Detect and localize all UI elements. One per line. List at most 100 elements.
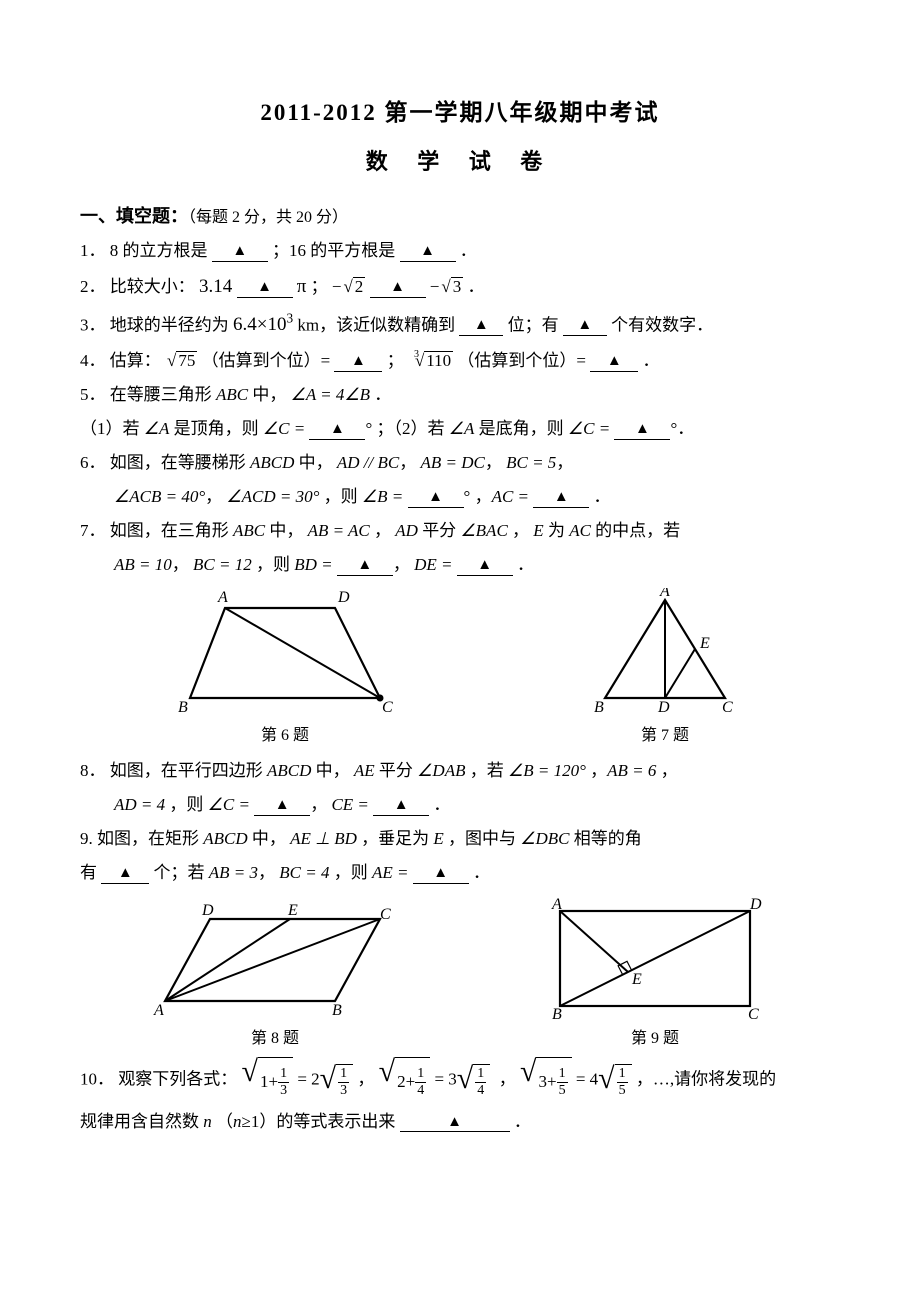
svg-text:C: C xyxy=(382,699,393,716)
cuberoot: 3√110 xyxy=(408,351,453,370)
figure-6: A D B C 第 6 题 xyxy=(170,588,400,752)
q1-text-2: ；16 的平方根是 xyxy=(272,241,395,260)
q7-p3b: 平分 xyxy=(418,521,461,540)
svg-text:E: E xyxy=(287,902,298,919)
deg: ° xyxy=(365,419,372,438)
question-1: 1． 8 的立方根是 ▲ ；16 的平方根是 ▲ ． xyxy=(80,234,840,268)
q10-l2b: （ xyxy=(216,1112,233,1131)
q7-c1: AB = AC xyxy=(308,521,370,540)
q10-end: ． xyxy=(514,1112,531,1131)
q8-p5: ， xyxy=(661,761,678,780)
q10-eq3-lhs: √3+15 xyxy=(520,1057,572,1104)
svg-text:C: C xyxy=(722,699,733,716)
blank: ▲ xyxy=(590,352,638,372)
q5-end: °． xyxy=(670,419,694,438)
q6-p4: ， xyxy=(475,487,492,506)
question-2: 2． 比较大小： 3.14 ▲ π ； −√2 ▲ −√3 ． xyxy=(80,268,840,306)
E: E xyxy=(433,829,443,848)
angleB: ∠B = xyxy=(362,487,403,506)
question-8: 8． 如图，在平行四边形 ABCD 中， AE 平分 ∠DAB ，若 ∠B = … xyxy=(80,754,840,788)
svg-text:A: A xyxy=(551,896,562,913)
q3-text-2: 位；有 xyxy=(508,315,559,334)
question-9: 9. 如图，在矩形 ABCD 中， AE ⊥ BD ，垂足为 E ，图中与 ∠D… xyxy=(80,822,840,856)
figure-6-caption: 第 6 题 xyxy=(170,720,400,752)
q9-p3: ，垂足为 xyxy=(361,829,433,848)
svg-text:A: A xyxy=(659,588,670,600)
sqrt-3: √3 xyxy=(439,270,463,304)
q7-end: ． xyxy=(517,555,534,574)
q8-p2: 中， xyxy=(316,761,350,780)
AC: AC = xyxy=(492,487,529,506)
figure-row-6-7: A D B C 第 6 题 A B D C E 第 7 题 xyxy=(80,588,840,752)
question-7: 7． 如图，在三角形 ABC 中， AB = AC ， AD 平分 ∠BAC ，… xyxy=(80,514,840,548)
q7-l2a: AB = 10 xyxy=(114,555,172,574)
q8-c1c: ∠DAB xyxy=(417,761,465,780)
svg-text:D: D xyxy=(201,902,214,919)
q8-c1: AE xyxy=(354,761,375,780)
svg-text:A: A xyxy=(153,1002,164,1019)
q2-v1: 3.14 xyxy=(199,276,232,297)
q4-note2: （估算到个位）= xyxy=(457,351,586,370)
q8-p4: ， xyxy=(590,761,607,780)
svg-text:D: D xyxy=(337,589,350,606)
q9-c1: AE ⊥ BD xyxy=(290,829,357,848)
svg-text:D: D xyxy=(749,896,762,913)
q5-sub1c: ；（2）若 xyxy=(377,419,449,438)
blank: ▲ xyxy=(254,796,310,816)
q7-p3: ， xyxy=(374,521,391,540)
CE: CE = xyxy=(331,795,368,814)
q2-end: ． xyxy=(467,277,484,296)
q7-l2b: BC = 12 xyxy=(193,555,252,574)
q2-v2: π xyxy=(297,276,307,297)
exam-title: 2011-2012 第一学期八年级期中考试 xyxy=(80,90,840,136)
q8-c3: AB = 6 xyxy=(607,761,656,780)
q8-end: ． xyxy=(433,795,450,814)
question-6: 6． 如图，在等腰梯形 ABCD 中， AD // BC， AB = DC， B… xyxy=(80,446,840,480)
q9-p2: 中， xyxy=(252,829,286,848)
q10-l2a: 规律用含自然数 xyxy=(80,1112,203,1131)
q9-c3: AB = 3 xyxy=(209,863,258,882)
q7-p2: 中， xyxy=(269,521,303,540)
q3-value: 6.4×103 xyxy=(233,314,293,335)
angleC: ∠C = xyxy=(263,419,305,438)
angleA: ∠A xyxy=(144,419,170,438)
q5-eq: ∠A = 4∠B xyxy=(291,385,370,404)
q8-num: 8． xyxy=(80,761,106,780)
q4-num: 4． xyxy=(80,351,106,370)
q9-l2b: 个；若 xyxy=(154,863,209,882)
q4-text-1: 估算： xyxy=(110,351,161,370)
q10-eq2-rhs: √14 xyxy=(457,1064,490,1098)
blank: ▲ xyxy=(457,556,513,576)
q7-c2: AD xyxy=(395,521,418,540)
svg-text:B: B xyxy=(178,699,188,716)
blank: ▲ xyxy=(101,864,149,884)
blank: ▲ xyxy=(373,796,429,816)
question-10-line2: 规律用含自然数 n （n≥1）的等式表示出来 ▲ ． xyxy=(80,1105,840,1139)
q6-end: ． xyxy=(594,487,611,506)
q6-num: 6． xyxy=(80,453,106,472)
q10-eq3-rhs: √15 xyxy=(598,1064,631,1098)
q10-eq1-rhs: √13 xyxy=(320,1064,353,1098)
q1-text-1: 8 的立方根是 xyxy=(110,241,208,260)
q1-text-3: ． xyxy=(460,241,477,260)
q6-c2: AB = DC xyxy=(420,453,484,472)
blank: ▲ xyxy=(533,488,589,508)
q7-p1: 如图，在三角形 xyxy=(110,521,233,540)
q10-eq2-lhs: √2+14 xyxy=(379,1057,431,1104)
rectangle-diagram: A D B C E xyxy=(540,896,770,1021)
svg-text:C: C xyxy=(748,1006,759,1021)
q9-p4: ，图中与 xyxy=(448,829,520,848)
figure-8: D E C A B 第 8 题 xyxy=(150,901,400,1055)
AE: AE = xyxy=(372,863,409,882)
neg: − xyxy=(332,277,342,296)
question-5: 5． 在等腰三角形 ABC 中， ∠A = 4∠B ． xyxy=(80,378,840,412)
q7-c3mid: 为 xyxy=(544,521,570,540)
svg-text:B: B xyxy=(594,699,604,716)
question-4: 4． 估算： √75 （估算到个位）= ▲ ； 3√110 （估算到个位）= ▲… xyxy=(80,344,840,378)
q8-p3: ，若 xyxy=(470,761,508,780)
deg: ° xyxy=(464,487,471,506)
q7-p4: ， xyxy=(512,521,529,540)
sqrt-2: √2 xyxy=(341,270,365,304)
q5-num: 5． xyxy=(80,385,106,404)
q6-p3: ，则 xyxy=(324,487,362,506)
